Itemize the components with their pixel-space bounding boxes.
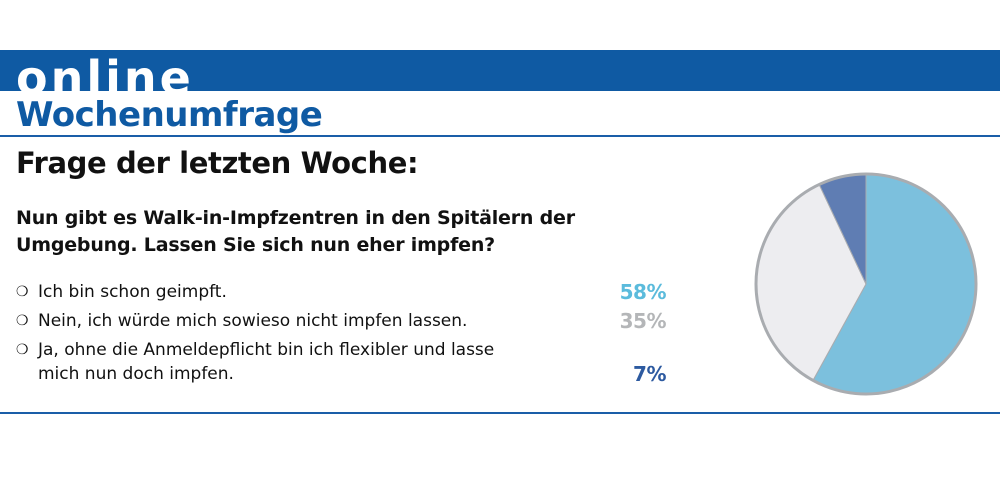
radio-circle-icon[interactable]: ❍ bbox=[16, 284, 29, 300]
answer-label: Ja, ohne die Anmeldepflicht bin ich flex… bbox=[38, 340, 495, 384]
radio-circle-icon[interactable]: ❍ bbox=[16, 342, 29, 358]
answer-percent: 58% bbox=[619, 280, 667, 304]
pie-outline bbox=[754, 172, 978, 396]
online-label: online bbox=[16, 51, 194, 91]
answer-option-3[interactable]: ❍ Ja, ohne die Anmeldepflicht bin ich fl… bbox=[16, 338, 666, 386]
answer-label: Nein, ich würde mich sowieso nicht impfe… bbox=[38, 311, 468, 331]
divider-bottom bbox=[0, 412, 1000, 414]
answer-option-2[interactable]: ❍ Nein, ich würde mich sowieso nicht imp… bbox=[16, 309, 667, 333]
answer-percent: 7% bbox=[633, 362, 666, 386]
radio-circle-icon[interactable]: ❍ bbox=[16, 313, 29, 329]
answer-option-1[interactable]: ❍ Ich bin schon geimpft. 58% bbox=[16, 280, 667, 304]
answer-list: ❍ Ich bin schon geimpft. 58% ❍ Nein, ich… bbox=[16, 280, 667, 391]
answer-label: Ich bin schon geimpft. bbox=[38, 282, 227, 302]
question-text: Nun gibt es Walk-in-Impfzentren in den S… bbox=[16, 207, 575, 256]
header-band: online bbox=[0, 50, 1000, 91]
answer-percent: 35% bbox=[619, 309, 667, 333]
page-title: Wochenumfrage bbox=[16, 95, 323, 135]
question-title: Frage der letzten Woche: bbox=[16, 146, 419, 180]
pie-chart bbox=[754, 172, 978, 396]
divider-top bbox=[0, 135, 1000, 137]
